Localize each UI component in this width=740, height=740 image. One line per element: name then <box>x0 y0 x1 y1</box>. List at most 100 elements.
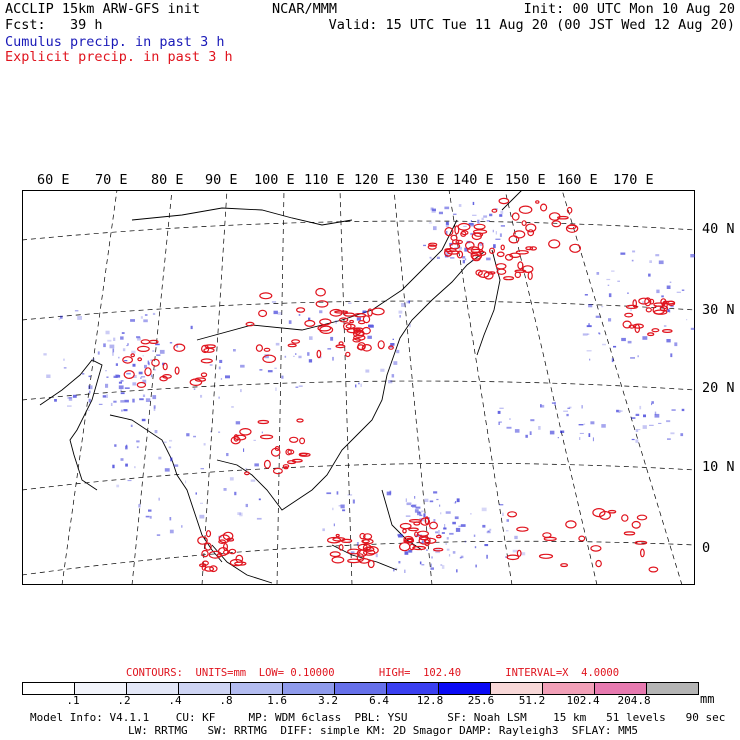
cumulus-cell <box>498 422 500 425</box>
cumulus-cell <box>118 385 124 390</box>
cumulus-cell <box>642 336 648 340</box>
explicit-cell <box>363 549 376 556</box>
cumulus-cell <box>489 213 493 217</box>
explicit-cell <box>509 252 521 259</box>
cumulus-cell <box>63 367 67 369</box>
cumulus-cell <box>421 540 424 544</box>
cumulus-cell <box>219 359 223 363</box>
lat-label: 30 N <box>702 302 735 318</box>
cumulus-cell <box>398 561 401 564</box>
lon-label: 100 E <box>254 172 295 188</box>
cumulus-cell <box>414 496 416 499</box>
cumulus-cell <box>390 343 395 346</box>
cumulus-cell <box>440 512 442 515</box>
cumulus-cell <box>92 358 96 361</box>
color-scale-ticks: .1 .2 .4 .8 1.6 3.2 6.4 12.8 25.6 51.2 102.4 204.8 <box>0 694 740 708</box>
explicit-cell <box>548 239 561 249</box>
explicit-cell <box>477 241 484 251</box>
cumulus-cell <box>560 430 565 433</box>
explicit-cell <box>525 246 534 251</box>
cumulus-cell <box>469 223 475 227</box>
cumulus-cell <box>611 358 614 363</box>
cumulus-cell <box>581 405 583 409</box>
color-scale-tick: 102.4 <box>566 694 600 707</box>
cumulus-cell <box>438 530 440 534</box>
explicit-cell <box>500 244 505 251</box>
cumulus-cell <box>431 210 436 213</box>
cumulus-cell <box>487 530 490 532</box>
explicit-cell <box>233 434 239 442</box>
cumulus-cell <box>493 244 496 249</box>
cumulus-cell <box>220 378 223 380</box>
cumulus-cell <box>271 301 277 303</box>
cumulus-cell <box>671 409 676 411</box>
cumulus-cell <box>200 468 204 470</box>
cumulus-cell <box>617 280 620 282</box>
cumulus-cell <box>250 479 256 482</box>
cumulus-cell <box>502 512 504 516</box>
explicit-cell <box>645 307 652 313</box>
cumulus-cell <box>676 291 681 293</box>
lon-label: 90 E <box>205 172 238 188</box>
cumulus-cell <box>592 437 594 442</box>
lat-label: 40 N <box>702 221 735 237</box>
explicit-cell <box>464 241 475 250</box>
cumulus-cell <box>127 343 129 346</box>
cumulus-cell <box>368 324 373 327</box>
cumulus-cell <box>557 437 559 439</box>
cumulus-cell <box>630 308 632 312</box>
explicit-cell <box>403 538 415 544</box>
explicit-cell <box>408 527 419 532</box>
cumulus-cell <box>472 214 477 216</box>
explicit-cell <box>517 261 524 270</box>
cumulus-cell <box>120 458 124 461</box>
explicit-cell <box>361 326 371 335</box>
cumulus-cell <box>638 429 641 431</box>
cumulus-cell <box>500 225 505 227</box>
explicit-cell <box>361 344 372 352</box>
lon-label: 130 E <box>404 172 445 188</box>
cumulus-cell <box>396 349 400 354</box>
cumulus-cell <box>512 549 518 553</box>
cumulus-cell <box>114 444 117 447</box>
cumulus-cell <box>669 281 672 283</box>
cumulus-cell <box>627 340 632 344</box>
cumulus-cell <box>98 403 103 405</box>
cumulus-cell <box>391 374 395 378</box>
color-scale-tick: .8 <box>219 694 233 707</box>
lon-label: 140 E <box>453 172 494 188</box>
explicit-cell <box>162 373 172 379</box>
explicit-cell <box>444 226 454 237</box>
cumulus-cell <box>401 303 406 307</box>
cumulus-cell <box>190 325 193 330</box>
cumulus-cell <box>169 439 173 442</box>
cumulus-cell <box>113 400 117 403</box>
explicit-cell <box>173 343 186 352</box>
explicit-cell <box>257 419 270 425</box>
cumulus-cell <box>120 400 125 403</box>
cumulus-cell <box>426 549 428 551</box>
explicit-cell <box>457 222 471 231</box>
explicit-cell <box>319 318 332 326</box>
cumulus-cell <box>124 387 130 389</box>
explicit-cell <box>359 532 366 540</box>
explicit-cell <box>592 508 606 518</box>
cumulus-cell <box>479 242 484 246</box>
explicit-cell <box>515 250 529 255</box>
cumulus-cell <box>439 504 441 507</box>
cumulus-cell <box>484 544 489 547</box>
cumulus-cell <box>446 537 449 540</box>
lon-label: 170 E <box>613 172 654 188</box>
cumulus-cell <box>430 563 432 567</box>
cumulus-cell <box>661 295 664 298</box>
cumulus-cell <box>133 375 137 378</box>
cumulus-cell <box>642 301 644 305</box>
cumulus-cell <box>103 343 106 348</box>
cumulus-cell <box>141 418 146 422</box>
cumulus-cell <box>399 315 401 318</box>
cumulus-cell <box>193 435 196 438</box>
cumulus-cell <box>499 407 504 409</box>
cumulus-cell <box>115 374 119 376</box>
cumulus-cell <box>88 385 93 390</box>
explicit-cell <box>331 556 345 564</box>
